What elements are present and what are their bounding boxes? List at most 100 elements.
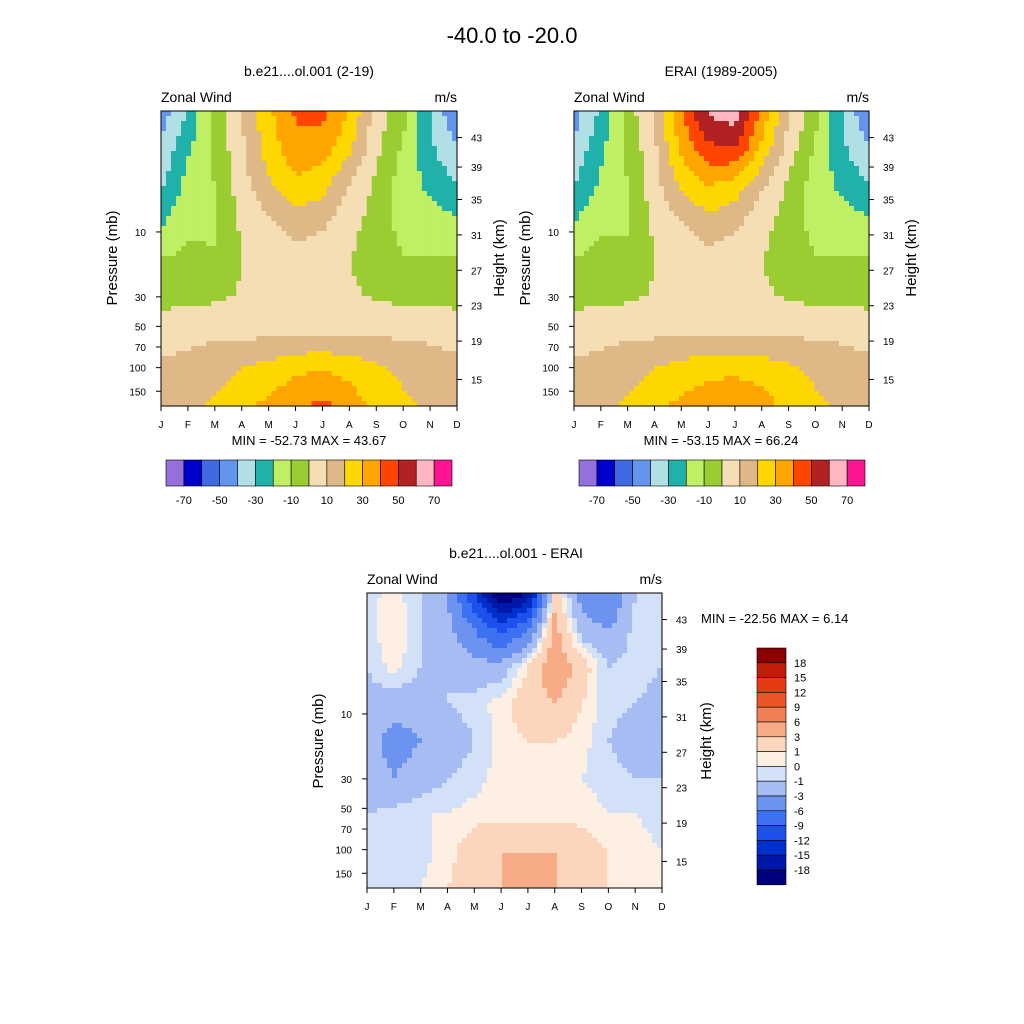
- contour-cell: [809, 196, 815, 202]
- contour-cell: [824, 221, 830, 227]
- contour-cell: [281, 111, 288, 117]
- contour-cell: [594, 181, 600, 187]
- contour-cell: [346, 126, 353, 132]
- contour-cell: [391, 356, 398, 362]
- contour-cell: [804, 211, 810, 217]
- contour-cell: [789, 166, 795, 172]
- contour-cell: [426, 371, 433, 377]
- contour-cell: [574, 196, 580, 202]
- contour-cell: [241, 391, 247, 397]
- contour-cell: [266, 116, 272, 122]
- contour-cell: [196, 251, 202, 257]
- contour-cell: [386, 286, 393, 292]
- contour-cell: [654, 171, 660, 177]
- contour-cell: [664, 141, 670, 147]
- contour-cell: [291, 356, 298, 362]
- contour-cell: [426, 276, 433, 282]
- contour-cell: [674, 111, 680, 117]
- contour-cell: [311, 251, 318, 257]
- contour-cell: [391, 306, 398, 312]
- contour-cell: [241, 366, 247, 372]
- contour-cell: [386, 251, 393, 257]
- contour-cell: [186, 161, 192, 167]
- contour-cell: [321, 391, 328, 397]
- contour-cell: [779, 126, 785, 132]
- contour-cell: [431, 171, 438, 177]
- contour-cell: [336, 211, 343, 217]
- contour-cell: [431, 381, 438, 387]
- contour-cell: [351, 216, 358, 222]
- contour-cell: [356, 221, 363, 227]
- contour-cell: [619, 186, 625, 192]
- contour-cell: [231, 376, 237, 382]
- contour-cell: [426, 356, 433, 362]
- contour-cell: [161, 116, 167, 122]
- contour-cell: [406, 166, 413, 172]
- contour-cell: [341, 216, 348, 222]
- contour-cell: [306, 251, 313, 257]
- contour-cell: [181, 111, 187, 117]
- contour-cell: [361, 216, 368, 222]
- y2-tick-label: 27: [471, 266, 483, 277]
- contour-cell: [311, 221, 318, 227]
- contour-cell: [221, 166, 227, 172]
- contour-cell: [211, 261, 217, 267]
- contour-cell: [281, 261, 288, 267]
- contour-cell: [699, 161, 705, 167]
- contour-cell: [261, 286, 267, 292]
- contour-cell: [589, 211, 595, 217]
- contour-cell: [291, 336, 298, 342]
- contour-cell: [271, 201, 277, 207]
- contour-cell: [291, 311, 298, 317]
- contour-cell: [401, 276, 408, 282]
- contour-cell: [231, 136, 237, 142]
- contour-cell: [371, 161, 378, 167]
- contour-cell: [291, 376, 298, 382]
- contour-cell: [431, 221, 438, 227]
- contour-cell: [341, 131, 348, 137]
- contour-cell: [426, 146, 433, 152]
- contour-cell: [381, 186, 388, 192]
- contour-cell: [351, 111, 358, 117]
- contour-cell: [819, 186, 825, 192]
- contour-cell: [371, 216, 378, 222]
- contour-cell: [441, 151, 448, 157]
- contour-cell: [196, 331, 202, 337]
- contour-cell: [246, 376, 252, 382]
- contour-cell: [326, 331, 333, 337]
- contour-cell: [724, 126, 730, 132]
- contour-cell: [236, 276, 242, 282]
- contour-cell: [624, 151, 630, 157]
- contour-cell: [316, 246, 323, 252]
- contour-cell: [649, 211, 655, 217]
- contour-cell: [421, 206, 428, 212]
- contour-cell: [739, 171, 745, 177]
- contour-cell: [191, 376, 197, 382]
- contour-cell: [859, 146, 865, 152]
- contour-cell: [271, 366, 277, 372]
- contour-cell: [784, 196, 790, 202]
- contour-cell: [211, 336, 217, 342]
- contour-cell: [331, 321, 338, 327]
- contour-cell: [799, 196, 805, 202]
- contour-cell: [161, 371, 167, 377]
- contour-cell: [789, 146, 795, 152]
- contour-cell: [649, 206, 655, 212]
- contour-cell: [366, 396, 373, 402]
- contour-cell: [291, 341, 298, 347]
- contour-cell: [236, 356, 242, 362]
- contour-cell: [206, 151, 212, 157]
- contour-cell: [774, 126, 780, 132]
- contour-cell: [804, 216, 810, 222]
- contour-cell: [276, 226, 283, 232]
- colorbar: -70 -50 -30 -10 10 30 50 70: [165, 459, 453, 507]
- contour-cell: [774, 136, 780, 142]
- contour-cell: [256, 391, 262, 397]
- contour-cell: [644, 156, 650, 162]
- contour-cell: [326, 131, 333, 137]
- contour-cell: [261, 201, 267, 207]
- contour-cell: [321, 231, 328, 237]
- contour-cell: [226, 216, 232, 222]
- contour-cell: [256, 401, 262, 407]
- contour-cell: [171, 276, 177, 282]
